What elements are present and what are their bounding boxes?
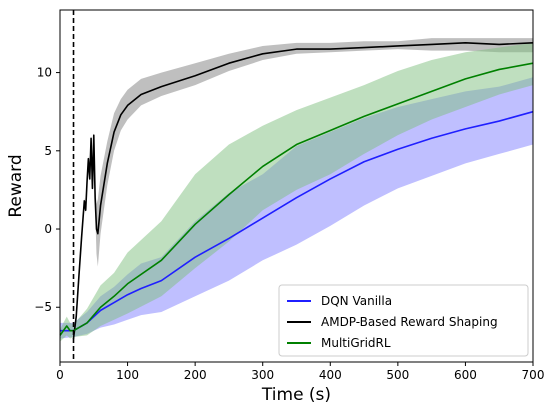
x-tick-label: 0: [56, 368, 64, 382]
x-axis-ticks: 0 100 200 300 400 500 600 700: [56, 362, 544, 382]
line-multigridrl: [59, 62, 534, 336]
x-tick-label: 300: [251, 368, 274, 382]
legend: DQN Vanilla AMDP-Based Reward Shaping Mult…: [278, 284, 529, 357]
x-tick-label: 200: [184, 368, 207, 382]
y-axis-ticks: −5 0 5 10: [34, 66, 60, 314]
x-tick-label: 600: [454, 368, 477, 382]
x-tick-label: 400: [319, 368, 342, 382]
legend-box: [278, 284, 529, 357]
y-tick-label: −5: [34, 300, 52, 314]
line-dqn-vanilla: [60, 110, 534, 332]
x-tick-label: 100: [116, 368, 139, 382]
legend-label: DQN Vanilla: [321, 294, 392, 308]
y-axis-label: Reward: [6, 154, 26, 217]
line-amdp-based-reward-shaping: [72, 42, 534, 339]
x-tick-label: 700: [522, 368, 544, 382]
band-multigridrl: [60, 42, 533, 342]
plot-frame: [59, 9, 534, 363]
y-tick-label: 5: [44, 144, 52, 158]
y-tick-label: 0: [44, 222, 52, 236]
confidence-bands: [60, 38, 533, 342]
legend-label: MultiGridRL: [321, 336, 391, 350]
x-tick-label: 500: [386, 368, 409, 382]
legend-label: AMDP-Based Reward Shaping: [321, 315, 498, 329]
series-lines: [59, 42, 534, 339]
y-tick-label: 10: [37, 66, 52, 80]
x-axis-label: Time (s): [261, 385, 331, 405]
